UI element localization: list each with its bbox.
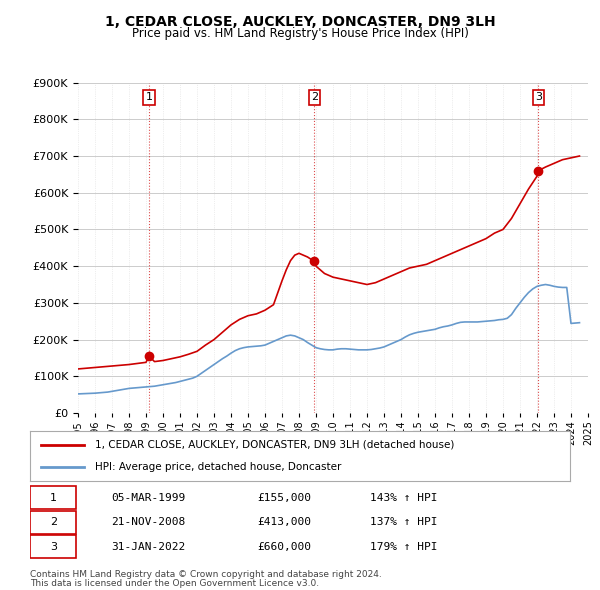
Text: Price paid vs. HM Land Registry's House Price Index (HPI): Price paid vs. HM Land Registry's House … [131,27,469,40]
Text: 1, CEDAR CLOSE, AUCKLEY, DONCASTER, DN9 3LH (detached house): 1, CEDAR CLOSE, AUCKLEY, DONCASTER, DN9 … [95,440,454,450]
Text: Contains HM Land Registry data © Crown copyright and database right 2024.: Contains HM Land Registry data © Crown c… [30,570,382,579]
Text: 3: 3 [50,542,57,552]
Text: 2: 2 [311,93,318,103]
Text: 137% ↑ HPI: 137% ↑ HPI [370,517,438,527]
Text: 1: 1 [146,93,152,103]
Text: 2: 2 [50,517,57,527]
Text: 179% ↑ HPI: 179% ↑ HPI [370,542,438,552]
FancyBboxPatch shape [30,510,76,533]
Text: 3: 3 [535,93,542,103]
Text: HPI: Average price, detached house, Doncaster: HPI: Average price, detached house, Donc… [95,462,341,472]
Text: £155,000: £155,000 [257,493,311,503]
Text: 143% ↑ HPI: 143% ↑ HPI [370,493,438,503]
Text: 1, CEDAR CLOSE, AUCKLEY, DONCASTER, DN9 3LH: 1, CEDAR CLOSE, AUCKLEY, DONCASTER, DN9 … [104,15,496,29]
FancyBboxPatch shape [30,535,76,558]
Text: 1: 1 [50,493,57,503]
Text: £413,000: £413,000 [257,517,311,527]
Text: £660,000: £660,000 [257,542,311,552]
Text: 31-JAN-2022: 31-JAN-2022 [111,542,185,552]
FancyBboxPatch shape [30,486,76,509]
Text: This data is licensed under the Open Government Licence v3.0.: This data is licensed under the Open Gov… [30,579,319,588]
Text: 21-NOV-2008: 21-NOV-2008 [111,517,185,527]
Text: 05-MAR-1999: 05-MAR-1999 [111,493,185,503]
